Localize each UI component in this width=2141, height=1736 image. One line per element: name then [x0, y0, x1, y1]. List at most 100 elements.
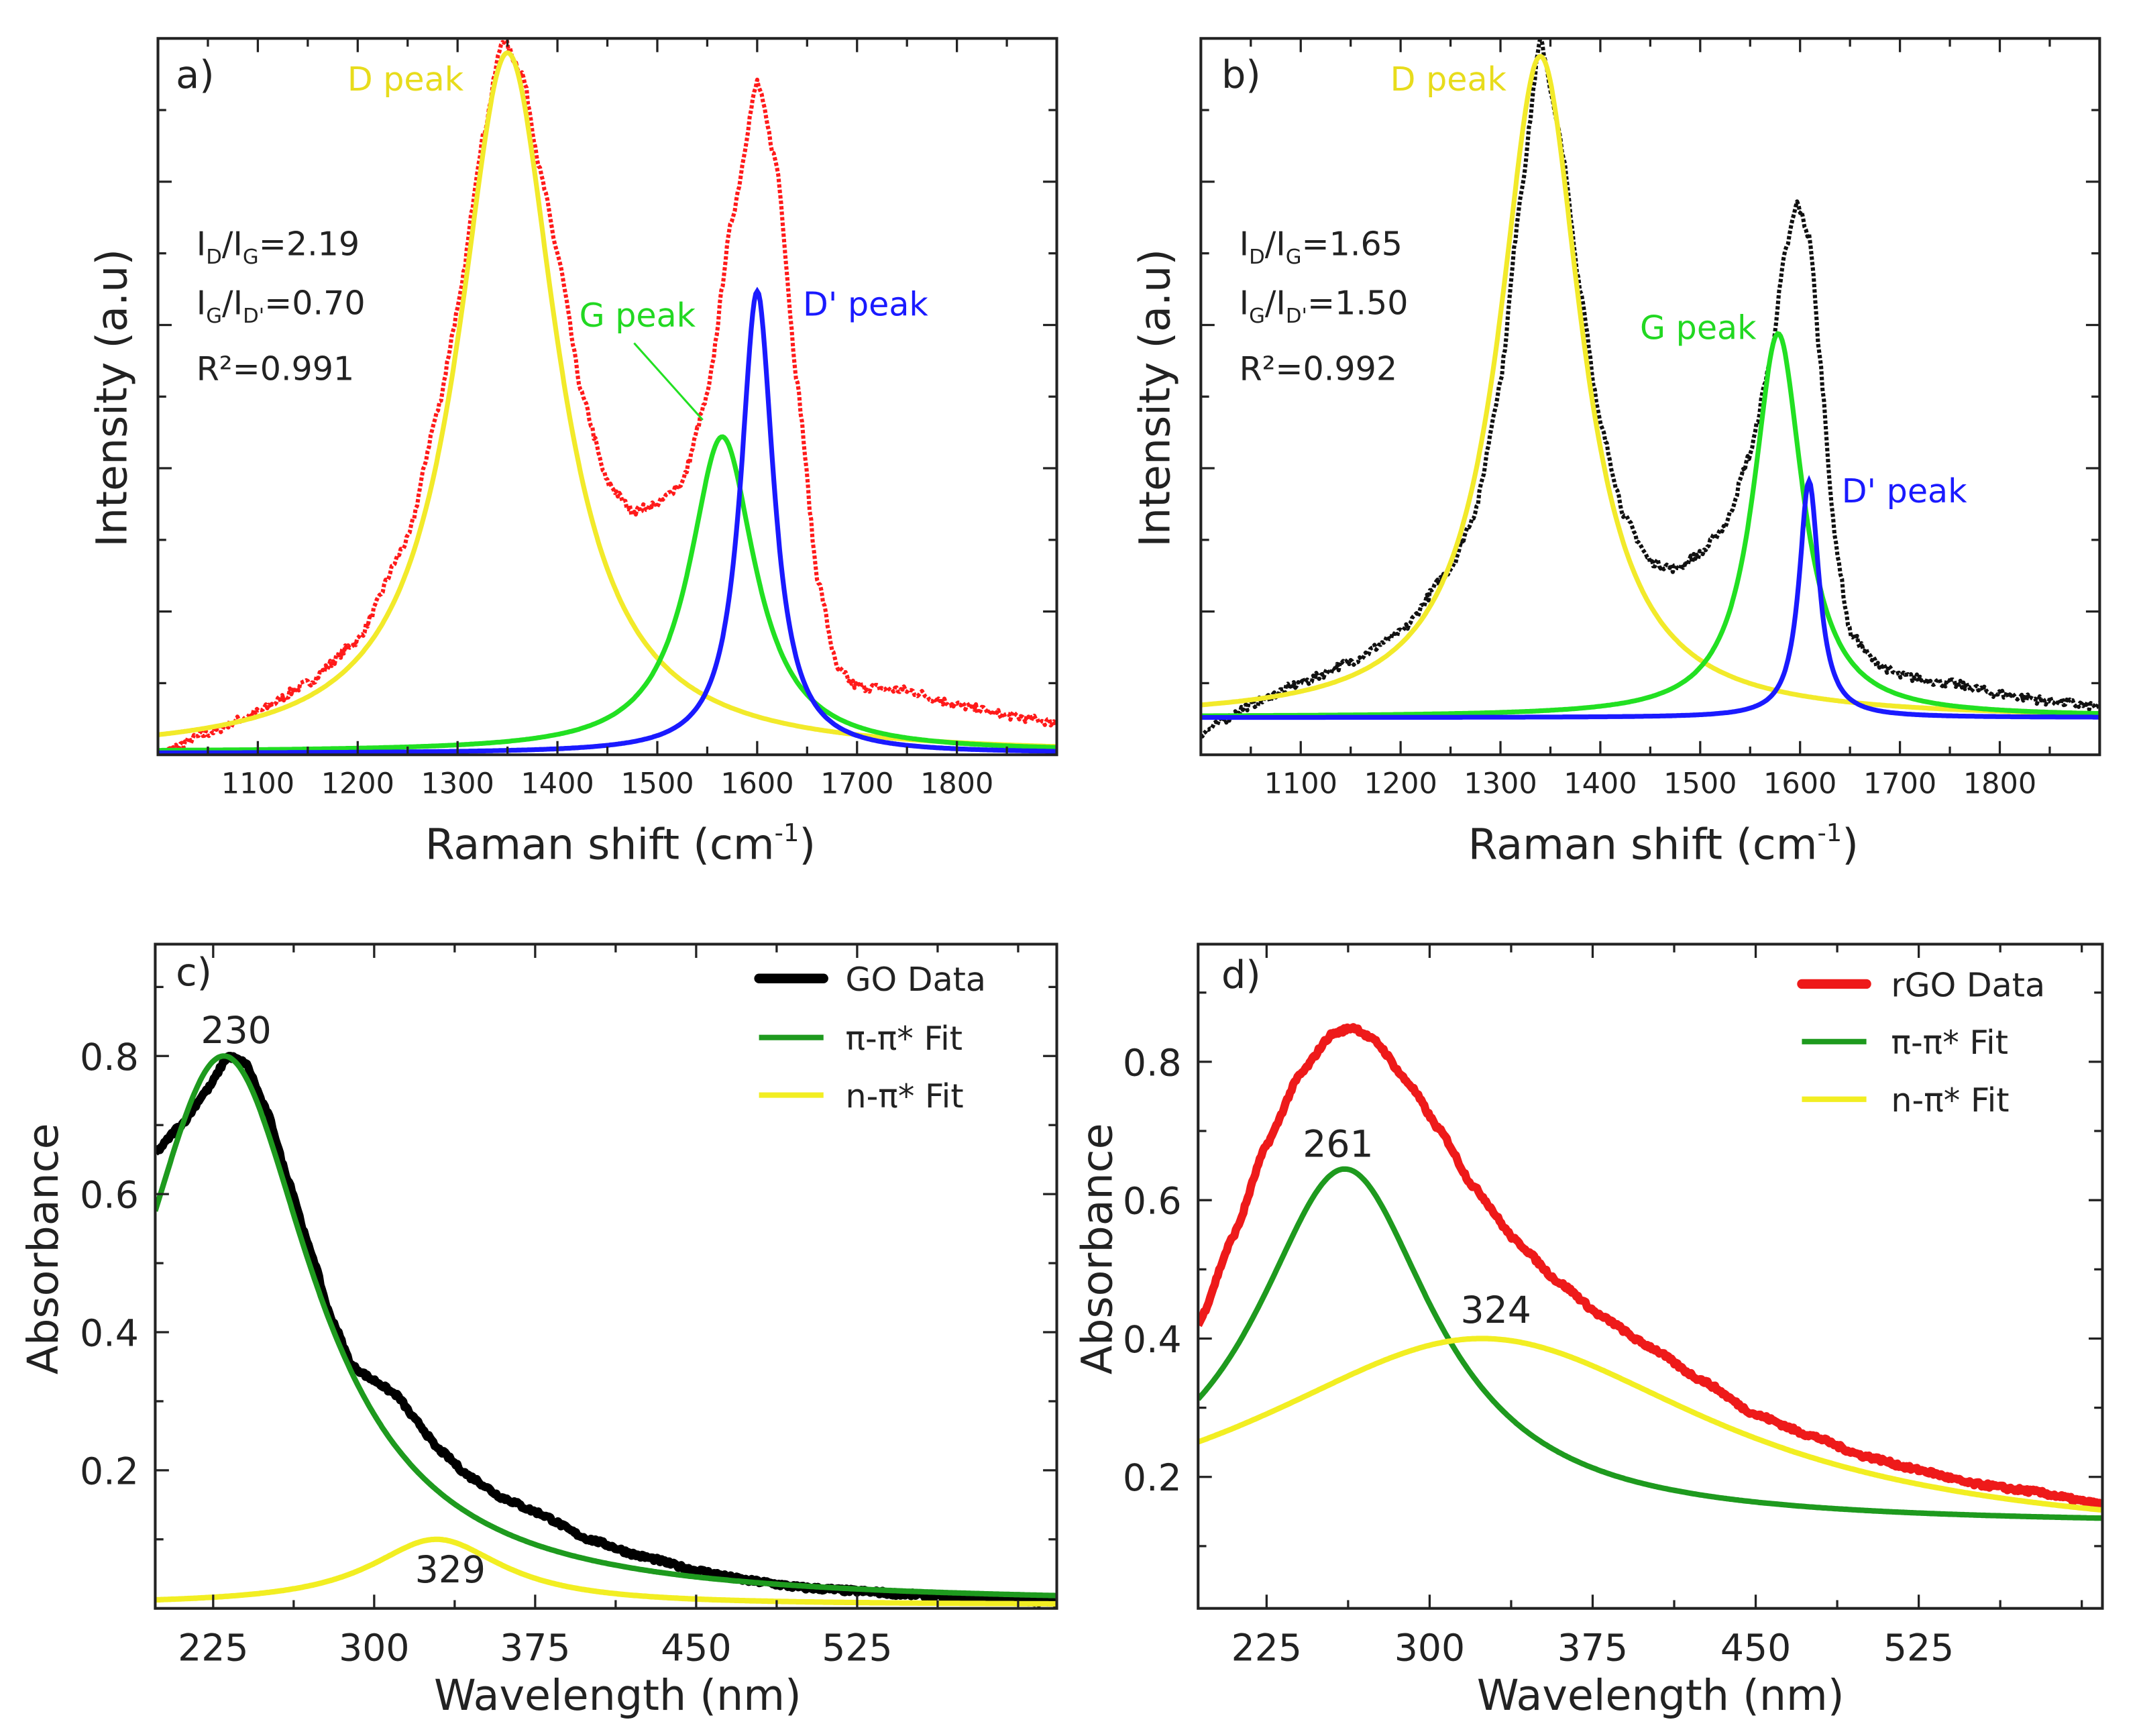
x-tick-label: 375: [1557, 1627, 1628, 1670]
peak-label-324: 324: [1461, 1289, 1531, 1332]
ratio-ig-idprime: IG/ID'=1.50: [1240, 283, 1409, 327]
d-peak-label: D peak: [1390, 60, 1507, 99]
x-tick-label: 300: [339, 1627, 409, 1670]
dprime-peak-label: D' peak: [1842, 472, 1967, 510]
axes-frame: [1199, 37, 2101, 757]
x-tick-label: 1200: [1364, 767, 1437, 801]
x-tick-label: 1300: [1464, 767, 1537, 801]
plot-area: 225 300 375 450 525 0.2 0.4 0.6 0.8: [80, 942, 1058, 1670]
data-series-rgo-data: [1198, 1023, 2103, 1510]
ratio-id-ig: ID/IG=2.19: [197, 225, 360, 269]
series-group: [1198, 1023, 2103, 1521]
x-tick-label: 1800: [920, 767, 993, 801]
y-axis-label: Intensity (a.u): [1130, 249, 1179, 547]
y-axis-label: Absorbance: [18, 1123, 68, 1374]
plot-area: 1100 1200 1300 1400 1500 1600 1700 1800: [1199, 37, 2101, 801]
y-axis-label: Absorbance: [1072, 1123, 1121, 1374]
x-axis-label: Wavelength (nm): [1477, 1670, 1845, 1720]
x-tick-label: 1300: [421, 767, 494, 801]
x-tick-label: 450: [1720, 1627, 1791, 1670]
panel-label: c): [176, 950, 212, 995]
ratio-ig-idprime: IG/ID'=0.70: [197, 283, 366, 327]
peak-label-329: 329: [415, 1549, 486, 1592]
x-tick-label: 1400: [520, 767, 594, 801]
x-tick-label: 1100: [221, 767, 294, 801]
panel-label: d): [1221, 953, 1261, 997]
fit-curve--fit: [155, 1053, 1057, 1598]
legend-label-rgo-data: rGO Data: [1891, 965, 2045, 1004]
x-tick-label: 1600: [720, 767, 793, 801]
y-tick-label: 0.4: [1123, 1319, 1182, 1362]
y-tick-label: 0.8: [80, 1036, 139, 1079]
x-tick-label: 1700: [1863, 767, 1936, 801]
ratio-id-ig: ID/IG=1.65: [1240, 225, 1403, 269]
y-tick-label: 0.2: [80, 1450, 139, 1493]
y-tick-label: 0.6: [80, 1175, 139, 1217]
fit-curve-n-fit: [1198, 1336, 2103, 1513]
plot-area: 225 300 375 450 525 0.2 0.4 0.6 0.8: [1123, 942, 2104, 1670]
x-tick-label: 525: [1883, 1627, 1954, 1670]
d-peak-label: D peak: [347, 60, 464, 99]
legend-label-pi-pi-fit: π-π* Fit: [845, 1019, 963, 1058]
x-tick-label: 1600: [1763, 767, 1836, 801]
x-tick-label: 375: [500, 1627, 570, 1670]
fit-curve-d-peak: [1201, 54, 2100, 716]
x-tick-label: 300: [1394, 1627, 1465, 1670]
x-tick-label: 1500: [620, 767, 694, 801]
x-tick-label: 1100: [1264, 767, 1337, 801]
y-tick-label: 0.4: [80, 1312, 139, 1355]
x-axis-label: Raman shift (cm-1): [1468, 818, 1859, 869]
x-tick-label: 1400: [1563, 767, 1637, 801]
x-axis-label: Wavelength (nm): [434, 1670, 802, 1720]
y-tick-label: 0.8: [1123, 1042, 1182, 1085]
g-peak-leader-line: [633, 342, 704, 421]
plot-area: 1100 1200 1300 1400 1500 1600 1700 1800: [156, 37, 1058, 801]
fit-curve-d-peak: [158, 50, 1057, 749]
panel-a-raman-go: 1100 1200 1300 1400 1500 1600 1700 1800 a) D pe…: [87, 37, 1058, 869]
axes-frame: [1197, 942, 2104, 1610]
legend-label-n-pi-fit: n-π* Fit: [845, 1077, 963, 1116]
legend-label-pi-pi-fit: π-π* Fit: [1891, 1023, 2008, 1062]
fit-curve-g-peak: [1201, 331, 2100, 718]
x-tick-label: 1800: [1963, 767, 2036, 801]
panel-label: b): [1221, 52, 1261, 97]
data-series-go-data: [155, 1051, 1057, 1608]
panel-b-raman-rgo: 1100 1200 1300 1400 1500 1600 1700 1800 b) D pe…: [1130, 37, 2101, 869]
y-axis-label: Intensity (a.u): [87, 249, 136, 547]
r-squared: R²=0.992: [1240, 349, 1397, 388]
x-tick-label: 225: [1231, 1627, 1302, 1670]
legend-label-go-data: GO Data: [845, 960, 986, 999]
g-peak-label: G peak: [580, 296, 696, 335]
dprime-peak-label: D' peak: [803, 285, 928, 324]
legend: GO Data π-π* Fit n-π* Fit: [754, 960, 986, 1116]
axes-frame: [154, 942, 1058, 1610]
data-series-raman-data: [1201, 38, 2100, 739]
r-squared: R²=0.991: [197, 349, 354, 388]
axes-frame: [156, 37, 1058, 757]
x-tick-label: 1200: [321, 767, 394, 801]
panel-c-uvvis-go: 225 300 375 450 525 0.2 0.4 0.6 0.8 c) 230 329 G…: [18, 942, 1058, 1720]
peak-label-230: 230: [201, 1010, 271, 1052]
panel-label: a): [176, 52, 214, 97]
fit-curve-n-fit: [155, 1536, 1057, 1607]
x-tick-label: 225: [178, 1627, 248, 1670]
y-tick-label: 0.2: [1123, 1457, 1182, 1500]
series-group: [1201, 38, 2100, 739]
peak-label-261: 261: [1303, 1124, 1373, 1167]
x-tick-label: 525: [822, 1627, 892, 1670]
legend: rGO Data π-π* Fit n-π* Fit: [1797, 965, 2045, 1120]
x-axis-label: Raman shift (cm-1): [425, 818, 816, 869]
x-tick-label: 450: [661, 1627, 731, 1670]
fit-curve--fit: [1198, 1166, 2103, 1521]
legend-label-n-pi-fit: n-π* Fit: [1891, 1081, 2009, 1120]
data-series-raman-data: [158, 38, 1057, 755]
fit-curve-d-peak: [1201, 475, 2100, 720]
y-tick-label: 0.6: [1123, 1181, 1182, 1224]
panel-d-uvvis-rgo: 225 300 375 450 525 0.2 0.4 0.6 0.8 d) 261 324 r…: [1072, 942, 2104, 1720]
x-tick-label: 1500: [1663, 767, 1737, 801]
x-tick-label: 1700: [820, 767, 893, 801]
g-peak-label: G peak: [1640, 308, 1757, 347]
series-group: [155, 1051, 1057, 1608]
series-group: [158, 38, 1057, 755]
